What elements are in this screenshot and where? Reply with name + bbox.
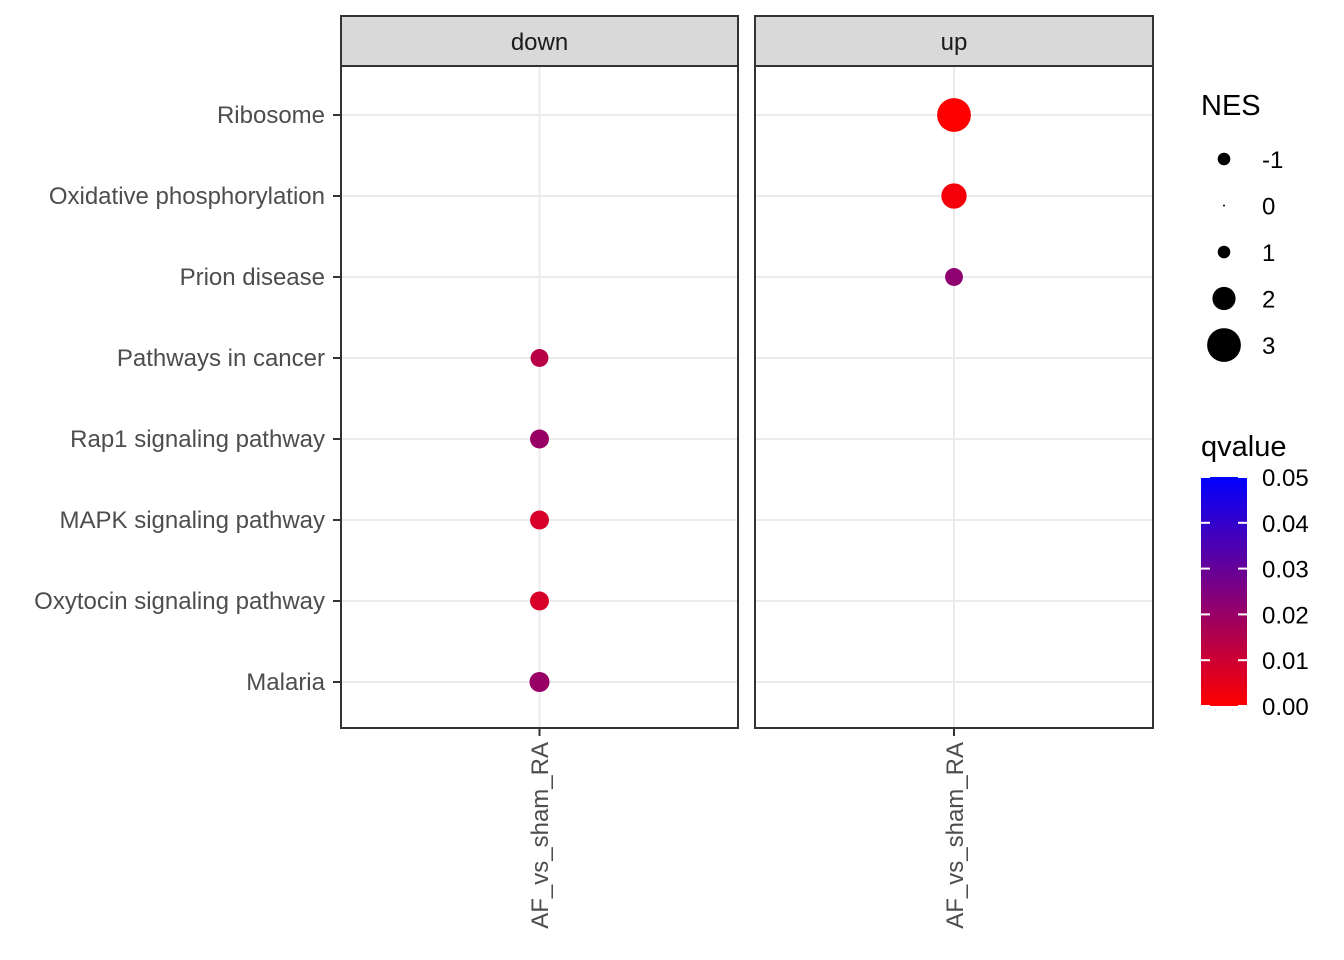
- size-legend-keys: -1 0 1 2 3: [1207, 147, 1283, 362]
- size-legend-key: [1212, 286, 1236, 311]
- facet-panel-down: down AF_vs_sham_RA: [340, 15, 739, 929]
- data-point: [937, 98, 971, 132]
- x-axis-down: AF_vs_sham_RA: [527, 728, 554, 929]
- size-legend-key: [1217, 245, 1231, 259]
- size-legend-label: 3: [1262, 333, 1275, 360]
- size-legend-key: [1223, 204, 1225, 207]
- data-point: [530, 591, 549, 611]
- color-legend: qvalue 0.05 0.04 0.03 0.02 0.01 0.00: [1201, 431, 1309, 721]
- color-legend-label: 0.02: [1262, 602, 1309, 629]
- y-tick-label: Prion disease: [180, 264, 325, 291]
- x-axis-up: AF_vs_sham_RA: [942, 728, 969, 929]
- color-legend-label: 0.05: [1262, 465, 1309, 492]
- points-down: [529, 349, 550, 693]
- y-tick-label: Oxidative phosphorylation: [49, 183, 325, 210]
- color-legend-label: 0.01: [1262, 648, 1309, 675]
- data-point: [530, 349, 549, 367]
- y-tick-label: Malaria: [246, 669, 325, 696]
- size-legend: NES -1 0 1 2 3: [1201, 90, 1283, 362]
- points-up: [937, 98, 971, 286]
- size-legend-key: [1207, 328, 1241, 362]
- data-point: [941, 183, 967, 209]
- size-legend-key: [1217, 152, 1231, 166]
- size-legend-label: -1: [1262, 147, 1283, 174]
- y-axis: Ribosome Oxidative phosphorylation Prion d…: [34, 102, 341, 696]
- data-point: [530, 510, 549, 530]
- size-legend-label: 0: [1262, 194, 1275, 221]
- facet-strip-up: [754, 15, 1154, 67]
- facet-strip-label-up: up: [941, 29, 968, 56]
- y-tick-label: MAPK signaling pathway: [60, 507, 325, 534]
- data-point: [530, 429, 549, 449]
- color-legend-label: 0.04: [1262, 511, 1309, 538]
- color-legend-ticks: 0.05 0.04 0.03 0.02 0.01 0.00: [1201, 465, 1309, 721]
- size-legend-label: 1: [1262, 240, 1275, 267]
- color-legend-title: qvalue: [1201, 431, 1286, 463]
- data-point: [529, 671, 550, 693]
- y-tick-label: Rap1 signaling pathway: [70, 426, 325, 453]
- facet-panel-up: up AF_vs_sham_RA: [754, 15, 1154, 929]
- size-legend-label: 2: [1262, 287, 1275, 314]
- data-point: [945, 268, 963, 286]
- facet-strip-label-down: down: [511, 29, 568, 56]
- y-tick-label: Ribosome: [217, 102, 325, 129]
- facet-strip-down: [340, 15, 739, 67]
- y-tick-label: Oxytocin signaling pathway: [34, 588, 325, 615]
- x-tick-label-up: AF_vs_sham_RA: [942, 742, 969, 929]
- color-legend-bar: [1201, 477, 1247, 706]
- y-tick-label: Pathways in cancer: [117, 345, 325, 372]
- color-legend-label: 0.03: [1262, 557, 1309, 584]
- size-legend-title: NES: [1201, 90, 1261, 122]
- x-tick-label-down: AF_vs_sham_RA: [527, 742, 554, 929]
- color-legend-label: 0.00: [1262, 694, 1309, 721]
